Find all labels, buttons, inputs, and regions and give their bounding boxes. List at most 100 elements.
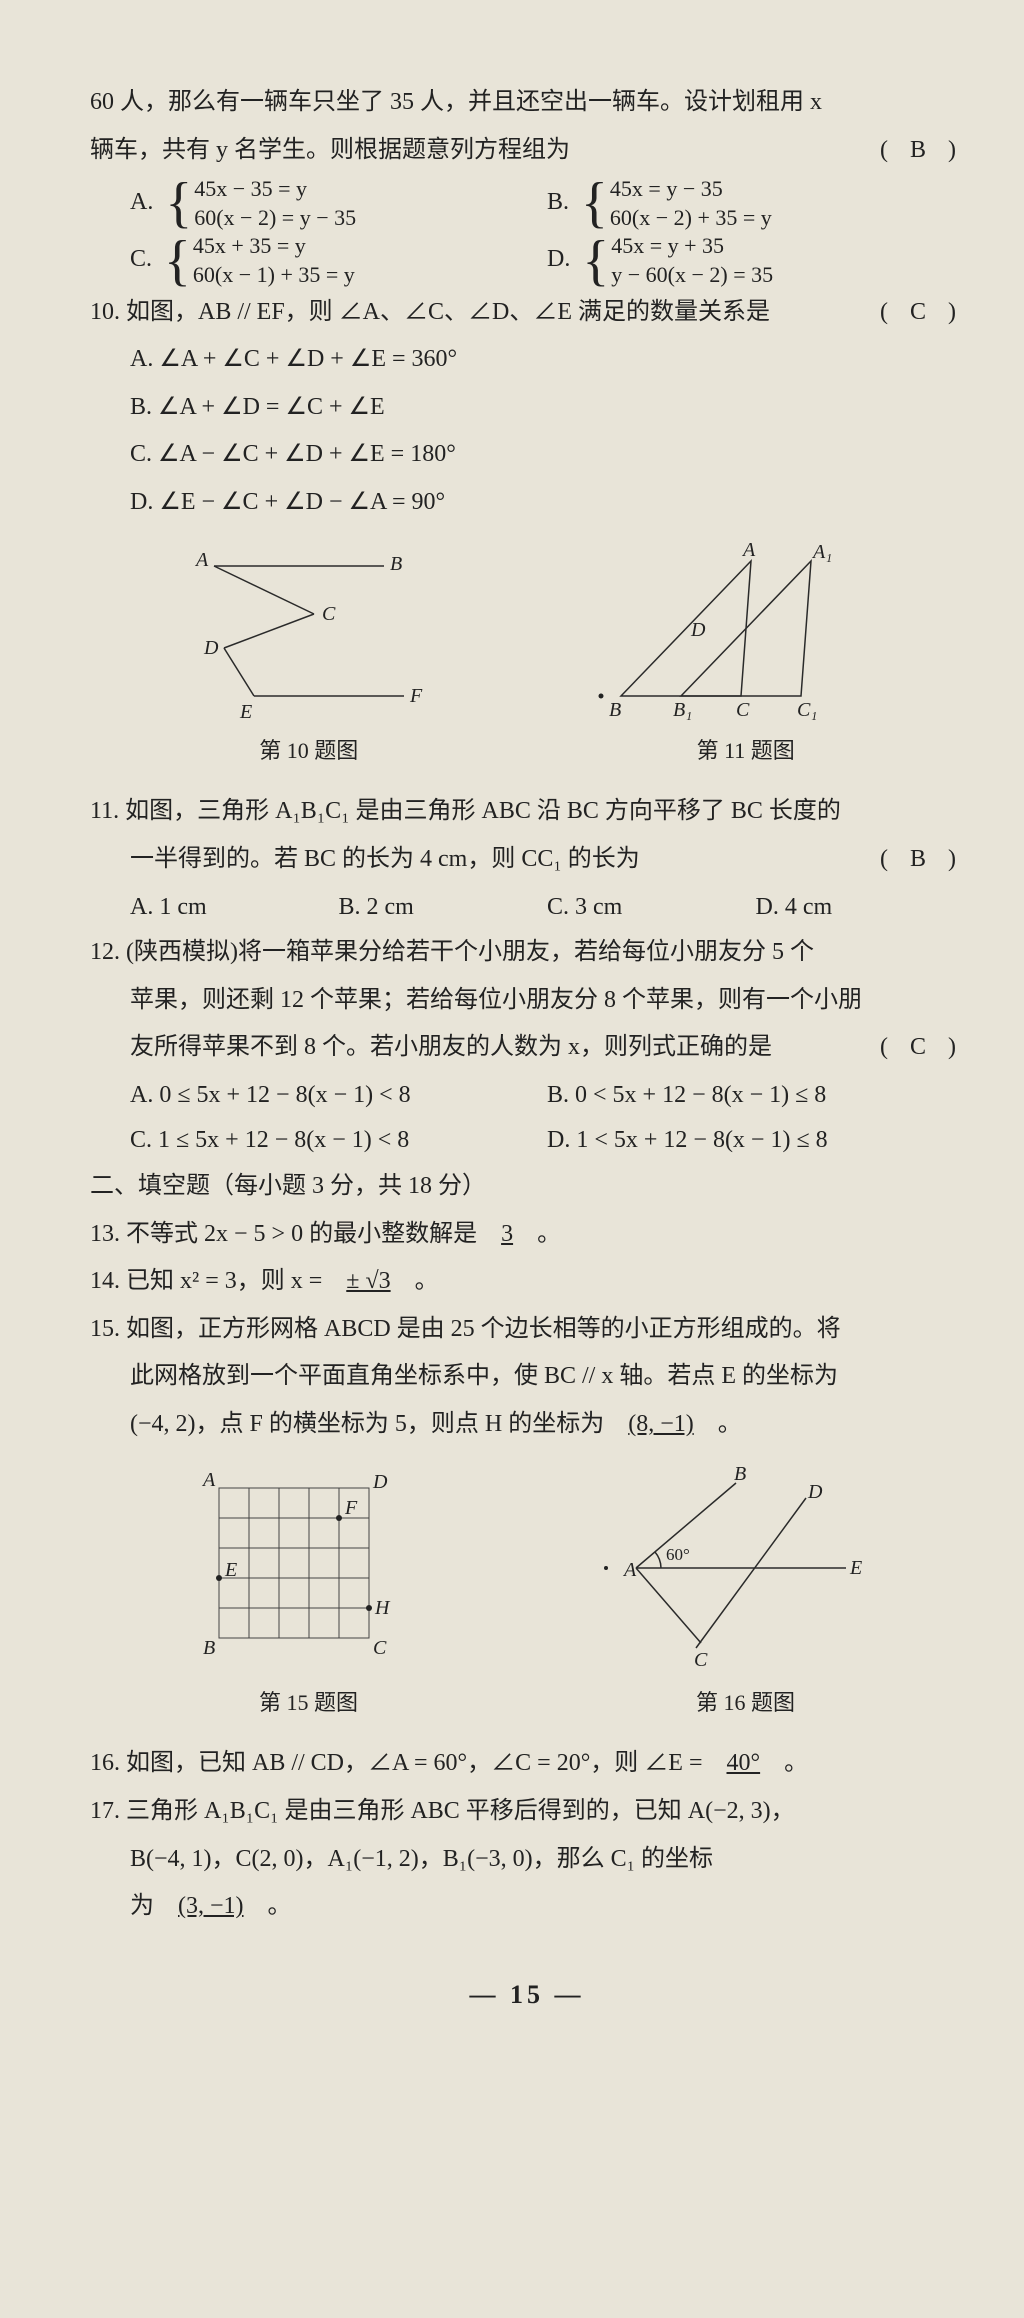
q9-a-label: A. [130, 189, 153, 215]
q11-opts: A. 1 cm B. 2 cm C. 3 cm D. 4 cm [90, 885, 964, 931]
q9-c-eq2: 60(x − 1) + 35 = y [193, 261, 355, 290]
q11-answer: ( B ) [880, 837, 964, 883]
q15-line1: 15. 如图，正方形网格 ABCD 是由 25 个边长相等的小正方形组成的。将 [90, 1307, 964, 1353]
q12-line3-text: 友所得苹果不到 8 个。若小朋友的人数为 x，则列式正确的是 [130, 1034, 772, 1060]
fig11-caption: 第 11 题图 [697, 730, 795, 772]
fig11-label-d: D [690, 619, 706, 641]
q12-row-cd: C. 1 ≤ 5x + 12 − 8(x − 1) < 8 D. 1 < 5x … [90, 1118, 964, 1164]
q9-row-cd: C. { 45x + 35 = y 60(x − 1) + 35 = y D. … [90, 232, 964, 289]
fig16-b: B [734, 1463, 746, 1485]
q10-a: A. ∠A + ∠C + ∠D + ∠E = 360° [90, 337, 964, 383]
fig16-dot [604, 1566, 608, 1570]
q13-answer: 3 [483, 1221, 531, 1247]
figure-15: A D B C F E H [159, 1458, 439, 1678]
q16-stem1: 16. 如图，已知 AB // CD，∠A = 60°，∠C = 20°，则 ∠… [90, 1750, 703, 1776]
fig11-label-c1: C₁ [797, 699, 817, 721]
q11-b: B. 2 cm [339, 885, 548, 931]
fig15-f: F [344, 1497, 358, 1519]
q17-line1: 17. 三角形 A₁B₁C₁ 是由三角形 ABC 平移后得到的，已知 A(−2,… [90, 1789, 964, 1835]
q12-b: B. 0 < 5x + 12 − 8(x − 1) ≤ 8 [547, 1073, 964, 1119]
fig15-e: E [224, 1559, 237, 1581]
figure-10: A B C D E F [154, 536, 454, 726]
q11-line2: 一半得到的。若 BC 的长为 4 cm，则 CC₁ 的长为 ( B ) [90, 837, 964, 883]
fig10-label-f: F [409, 685, 423, 707]
q13: 13. 不等式 2x − 5 > 0 的最小整数解是 3 。 [90, 1212, 964, 1258]
fig-cap-row-15-16: 第 15 题图 第 16 题图 [90, 1682, 964, 1724]
q10-d: D. ∠E − ∠C + ∠D − ∠A = 90° [90, 480, 964, 526]
q11-line1: 11. 如图，三角形 A₁B₁C₁ 是由三角形 ABC 沿 BC 方向平移了 B… [90, 789, 964, 835]
q9-opt-a: A. { 45x − 35 = y 60(x − 2) = y − 35 [130, 175, 547, 232]
q10-stem-text: 10. 如图，AB // EF，则 ∠A、∠C、∠D、∠E 满足的数量关系是 [90, 299, 770, 325]
q9-row-ab: A. { 45x − 35 = y 60(x − 2) = y − 35 B. … [90, 175, 964, 232]
fig16-angle: 60° [666, 1545, 690, 1564]
fig15-a: A [201, 1469, 216, 1491]
fig11-label-a1: A₁ [811, 541, 832, 563]
q10-c: C. ∠A − ∠C + ∠D + ∠E = 180° [90, 432, 964, 478]
q9-b-eq2: 60(x − 2) + 35 = y [610, 204, 772, 233]
fig10-label-d: D [203, 637, 219, 659]
q15-line2: 此网格放到一个平面直角坐标系中，使 BC // x 轴。若点 E 的坐标为 [90, 1354, 964, 1400]
fig11-label-b1: B₁ [673, 699, 692, 721]
q12-row-ab: A. 0 ≤ 5x + 12 − 8(x − 1) < 8 B. 0 < 5x … [90, 1073, 964, 1119]
q13-stem2: 。 [537, 1221, 561, 1247]
q16-answer: 40° [709, 1750, 779, 1776]
q9-b-eq1: 45x = y − 35 [610, 175, 772, 204]
q16: 16. 如图，已知 AB // CD，∠A = 60°，∠C = 20°，则 ∠… [90, 1741, 964, 1787]
fig11-label-c: C [736, 699, 750, 721]
fig15-caption: 第 15 题图 [259, 1682, 358, 1724]
figure-11: A A₁ B B₁ C C₁ D [581, 536, 901, 726]
q11-line2-text: 一半得到的。若 BC 的长为 4 cm，则 CC₁ 的长为 [130, 846, 640, 872]
q9-opt-b: B. { 45x = y − 35 60(x − 2) + 35 = y [547, 175, 964, 232]
page-number: — 15 — [90, 1970, 964, 2019]
q12-a: A. 0 ≤ 5x + 12 − 8(x − 1) < 8 [130, 1073, 547, 1119]
q12-line1: 12. (陕西模拟)将一箱苹果分给若干个小朋友，若给每位小朋友分 5 个 [90, 930, 964, 976]
q10-b: B. ∠A + ∠D = ∠C + ∠E [90, 385, 964, 431]
fig15-h: H [374, 1597, 391, 1619]
fig15-d: D [372, 1471, 388, 1493]
q9-b-label: B. [547, 189, 569, 215]
q17-line2: B(−4, 1)，C(2, 0)，A₁(−1, 2)，B₁(−3, 0)，那么 … [90, 1837, 964, 1883]
q9-a-eq2: 60(x − 2) = y − 35 [194, 204, 356, 233]
q11-a: A. 1 cm [130, 885, 339, 931]
q15-answer: (8, −1) [610, 1411, 712, 1437]
fig15-b: B [203, 1637, 215, 1659]
fig10-label-c: C [322, 603, 336, 625]
q9-line1: 60 人，那么有一辆车只坐了 35 人，并且还空出一辆车。设计划租用 x [90, 80, 964, 126]
fig-row-10-11: A B C D E F A A₁ B B₁ C C₁ D [90, 536, 964, 726]
fig16-c: C [694, 1649, 708, 1671]
figure-16: A B C D E 60° [576, 1458, 896, 1678]
q14: 14. 已知 x² = 3，则 x = ± √3 。 [90, 1259, 964, 1305]
q15-line3a: (−4, 2)，点 F 的横坐标为 5，则点 H 的坐标为 [130, 1411, 604, 1437]
fig11-dot [598, 693, 603, 698]
fig10-label-b: B [390, 553, 402, 575]
q12-answer: ( C ) [880, 1025, 964, 1071]
fig-cap-row-10-11: 第 10 题图 第 11 题图 [90, 730, 964, 772]
q12-c: C. 1 ≤ 5x + 12 − 8(x − 1) < 8 [130, 1118, 547, 1164]
q11-c: C. 3 cm [547, 885, 756, 931]
q9-c-label: C. [130, 246, 152, 272]
q17-line3: 为 (3, −1) 。 [90, 1884, 964, 1930]
section2-heading: 二、填空题（每小题 3 分，共 18 分） [90, 1164, 964, 1210]
q11-d: D. 4 cm [756, 885, 965, 931]
q9-opt-d: D. { 45x = y + 35 y − 60(x − 2) = 35 [547, 232, 964, 289]
q14-answer: ± √3 [328, 1268, 408, 1294]
fig11-label-a: A [741, 539, 756, 561]
fig10-label-e: E [239, 701, 252, 723]
fig16-a: A [622, 1559, 637, 1581]
q12-line2: 苹果，则还剩 12 个苹果；若给每位小朋友分 8 个苹果，则有一个小朋 [90, 978, 964, 1024]
fig10-caption: 第 10 题图 [259, 730, 358, 772]
q14-stem1: 14. 已知 x² = 3，则 x = [90, 1268, 322, 1294]
q9-d-eq2: y − 60(x − 2) = 35 [611, 261, 773, 290]
q17-line3a: 为 [130, 1893, 154, 1919]
fig16-d: D [807, 1481, 823, 1503]
q15-line3: (−4, 2)，点 F 的横坐标为 5，则点 H 的坐标为 (8, −1) 。 [90, 1402, 964, 1448]
fig15-c: C [373, 1637, 387, 1659]
q9-d-label: D. [547, 246, 570, 272]
fig16-caption: 第 16 题图 [696, 1682, 795, 1724]
q12-line3: 友所得苹果不到 8 个。若小朋友的人数为 x，则列式正确的是 ( C ) [90, 1025, 964, 1071]
q9-answer: ( B ) [880, 128, 964, 174]
q9-line2-text: 辆车，共有 y 名学生。则根据题意列方程组为 [90, 137, 570, 163]
q13-stem1: 13. 不等式 2x − 5 > 0 的最小整数解是 [90, 1221, 477, 1247]
q12-d: D. 1 < 5x + 12 − 8(x − 1) ≤ 8 [547, 1118, 964, 1164]
q9-d-eq1: 45x = y + 35 [611, 232, 773, 261]
